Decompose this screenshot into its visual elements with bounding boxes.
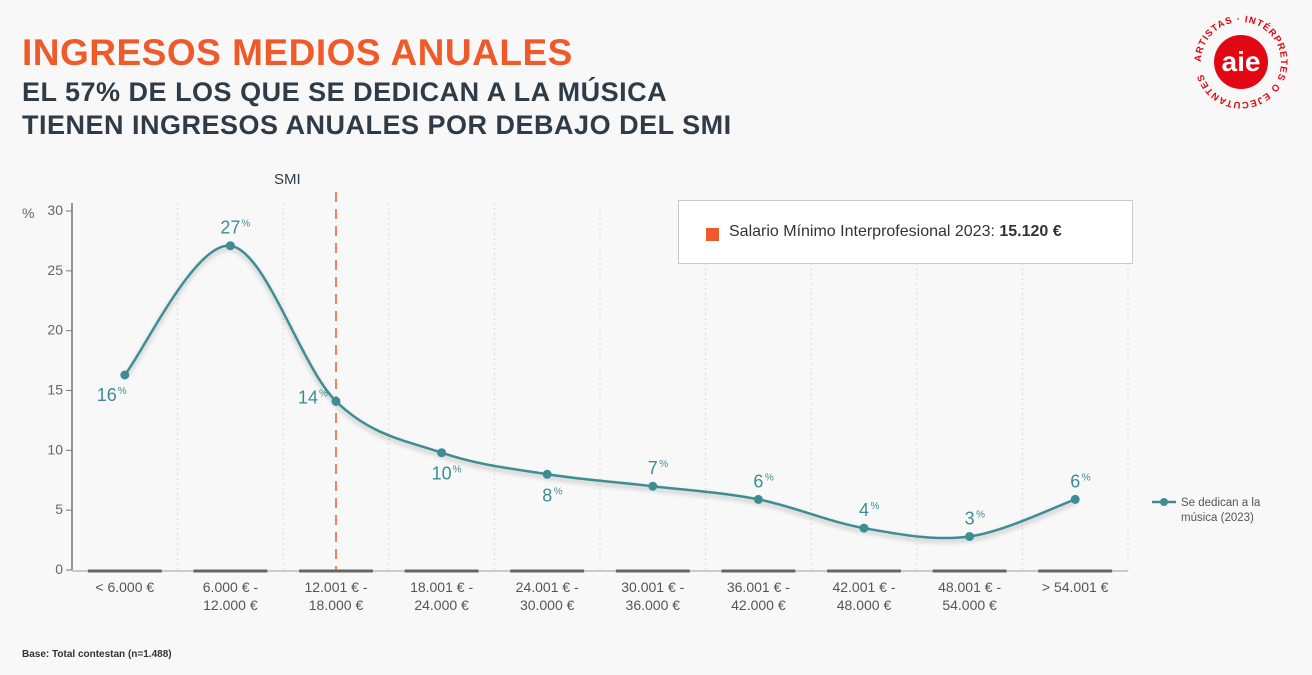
data-label-percent: % xyxy=(118,386,127,397)
data-label: 16 xyxy=(97,385,117,405)
x-tick-label: 36.000 € xyxy=(626,597,681,613)
data-label: 4 xyxy=(859,500,869,520)
data-point xyxy=(753,494,763,504)
data-point xyxy=(331,396,341,406)
x-tick-label: 30.000 € xyxy=(520,597,575,613)
y-axis-label: % xyxy=(22,205,34,221)
data-point xyxy=(120,370,130,380)
data-point xyxy=(859,523,869,533)
x-tick-label: < 6.000 € xyxy=(95,579,154,595)
data-point xyxy=(225,241,235,251)
x-tick-label: 42.001 € - xyxy=(832,579,895,595)
page-subtitle-line2: TIENEN INGRESOS ANUALES POR DEBAJO DEL S… xyxy=(22,110,732,140)
smi-reference-label: SMI xyxy=(274,171,301,188)
data-label-percent: % xyxy=(241,219,250,230)
y-tick-label: 15 xyxy=(47,382,63,398)
y-tick-label: 5 xyxy=(55,501,63,517)
x-tick-label: 6.000 € - xyxy=(203,579,259,595)
series-legend-label: Se dedican a la xyxy=(1181,497,1261,509)
series-legend-label: música (2023) xyxy=(1181,512,1254,524)
base-footnote: Base: Total contestan (n=1.488) xyxy=(22,649,172,660)
data-label: 8 xyxy=(542,485,552,505)
data-label: 7 xyxy=(648,458,658,478)
x-tick-label: 18.001 € - xyxy=(410,579,473,595)
data-point xyxy=(965,531,975,541)
x-tick-label: 48.001 € - xyxy=(938,579,1001,595)
y-tick-label: 0 xyxy=(55,561,63,577)
smi-marker-square xyxy=(706,228,719,241)
data-label-percent: % xyxy=(871,501,880,512)
x-tick-label: 36.001 € - xyxy=(727,579,790,595)
data-label: 14 xyxy=(298,387,318,407)
data-label-percent: % xyxy=(453,465,462,476)
x-tick-label: 54.000 € xyxy=(942,597,997,613)
data-label: 6 xyxy=(753,471,763,491)
x-tick-label: 12.000 € xyxy=(203,597,258,613)
data-label-percent: % xyxy=(319,388,328,399)
data-point xyxy=(1070,494,1080,504)
x-tick-label: 24.001 € - xyxy=(516,579,579,595)
data-label-percent: % xyxy=(659,459,668,470)
y-tick-label: 20 xyxy=(47,322,63,338)
data-label-percent: % xyxy=(765,472,774,483)
data-label: 10 xyxy=(432,464,452,484)
x-tick-label: 30.001 € - xyxy=(621,579,684,595)
logo-badge xyxy=(1214,35,1268,89)
x-tick-label: 12.001 € - xyxy=(304,579,367,595)
data-point xyxy=(542,469,552,479)
data-point xyxy=(437,448,447,458)
series-line xyxy=(123,244,1076,540)
smi-info-label: Salario Mínimo Interprofesional 2023: xyxy=(729,223,995,240)
smi-info-text: Salario Mínimo Interprofesional 2023: 15… xyxy=(729,223,1062,241)
smi-info-box: Salario Mínimo Interprofesional 2023: 15… xyxy=(678,200,1133,264)
page-subtitle-line1: EL 57% DE LOS QUE SE DEDICAN A LA MÚSICA xyxy=(22,77,668,107)
y-tick-label: 25 xyxy=(47,262,63,278)
x-tick-label: 42.000 € xyxy=(731,597,786,613)
data-point xyxy=(648,481,658,491)
data-label: 3 xyxy=(965,508,975,528)
y-tick-label: 10 xyxy=(47,441,63,457)
logo-text: aie xyxy=(1222,46,1261,77)
data-label: 6 xyxy=(1070,471,1080,491)
smi-info-value: 15.120 € xyxy=(999,223,1062,240)
x-tick-label: 24.000 € xyxy=(414,597,469,613)
series-legend-marker xyxy=(1160,498,1168,506)
data-label-percent: % xyxy=(1082,472,1091,483)
x-tick-label: 48.000 € xyxy=(837,597,892,613)
data-label-percent: % xyxy=(976,509,985,520)
x-tick-label: 18.000 € xyxy=(309,597,364,613)
data-label: 27 xyxy=(220,218,240,238)
page-title: INGRESOS MEDIOS ANUALES xyxy=(22,32,573,73)
x-tick-label: > 54.001 € xyxy=(1042,579,1109,595)
y-tick-label: 30 xyxy=(47,202,63,218)
aie-logo: ARTISTAS · INTÉRPRETES O EJECUTANTES aie xyxy=(1193,14,1288,110)
data-label-percent: % xyxy=(554,486,563,497)
